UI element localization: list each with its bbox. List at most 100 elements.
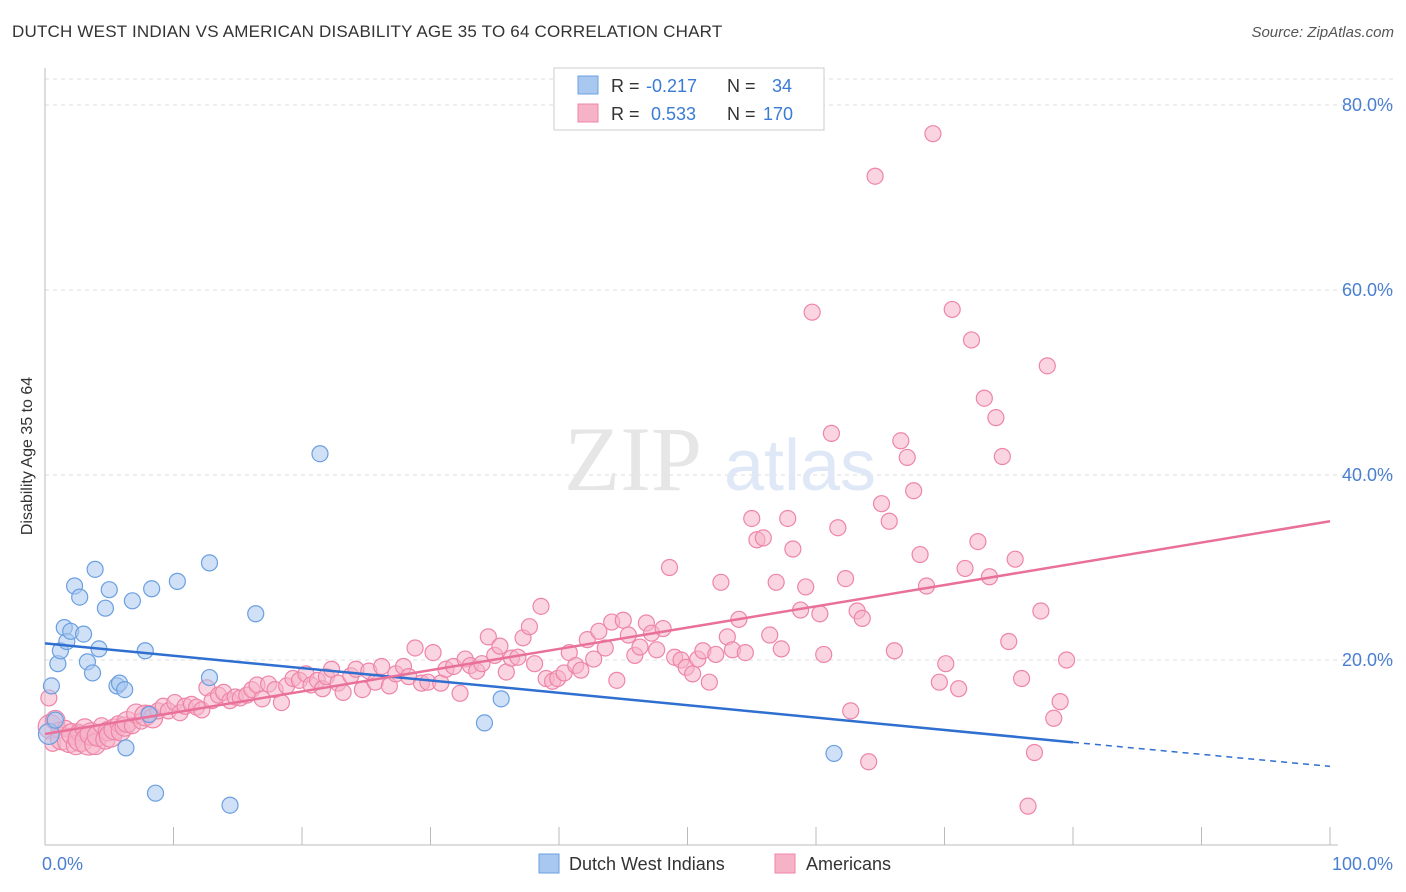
american-point: [754, 529, 772, 547]
american-point: [872, 495, 891, 513]
american-point: [969, 532, 987, 551]
american-point: [905, 482, 923, 500]
american-point: [424, 643, 442, 662]
r-value-pink: 0.533: [651, 104, 696, 124]
american-point: [1038, 357, 1056, 375]
american-point: [585, 650, 603, 668]
r-label-blue: R =: [611, 76, 640, 96]
n-label-pink: N =: [727, 104, 756, 124]
watermark-atlas: atlas: [724, 426, 876, 506]
r-value-blue: -0.217: [646, 76, 697, 96]
american-point: [532, 597, 550, 615]
dutch-west-indian-point: [100, 581, 118, 599]
n-value-pink: 170: [763, 104, 793, 124]
american-point: [684, 665, 702, 683]
dutch-west-indian-point: [200, 554, 219, 572]
american-point: [772, 640, 790, 658]
n-label-blue: N =: [727, 76, 756, 96]
american-point: [406, 639, 424, 657]
stats-legend-frame: [553, 67, 825, 131]
american-point: [767, 573, 785, 591]
y-tick-label: 40.0%: [1342, 465, 1393, 485]
dutch-west-indian-point: [42, 677, 61, 695]
american-point: [1000, 632, 1018, 651]
american-point: [924, 125, 942, 143]
bottom-legend-label-blue: Dutch West Indians: [569, 854, 725, 874]
american-point: [784, 540, 802, 558]
american-point: [836, 569, 855, 588]
dutch-west-indian-point: [200, 668, 219, 687]
american-point: [811, 605, 829, 623]
american-point: [987, 409, 1005, 427]
american-point: [451, 684, 469, 702]
american-point: [648, 641, 666, 659]
american-point: [736, 643, 754, 662]
american-point: [860, 753, 878, 771]
american-point: [950, 680, 968, 698]
legend-swatch-pink: [577, 103, 599, 123]
american-point: [898, 448, 916, 467]
american-point: [892, 432, 910, 450]
dutch-west-indian-point: [475, 714, 494, 732]
tick-labels: 20.0% 40.0% 60.0% 80.0% 0.0% 100.0%: [42, 95, 1393, 874]
dutch-west-indian-point: [143, 580, 161, 598]
dutch-west-indian-point: [117, 739, 135, 757]
dutch-west-indian-point: [74, 625, 93, 643]
bottom-legend-label-pink: Americans: [806, 854, 891, 874]
american-point: [1025, 743, 1044, 762]
dutch-west-indian-point: [86, 560, 104, 578]
american-point: [822, 424, 841, 442]
gridlines: [45, 78, 1395, 661]
trendline-blue-extension: [1072, 741, 1331, 768]
american-point: [993, 447, 1011, 466]
dutch-west-indians-points: [37, 445, 843, 814]
american-point: [525, 655, 544, 673]
american-point: [866, 167, 884, 185]
american-point: [743, 509, 761, 528]
american-point: [943, 300, 961, 319]
american-point: [779, 509, 797, 528]
american-point: [761, 626, 779, 644]
trendline-pink: [44, 520, 1331, 736]
american-point: [930, 673, 948, 691]
source-note: Source: ZipAtlas.com: [1251, 24, 1394, 41]
trendline-blue: [44, 642, 1074, 744]
trendlines: [44, 520, 1331, 768]
dutch-west-indian-point: [146, 784, 165, 802]
dutch-west-indian-point: [311, 445, 329, 463]
watermark-zip: ZIP: [564, 408, 702, 510]
american-point: [700, 673, 718, 691]
bottom-legend-swatch-blue: [538, 853, 560, 874]
dutch-west-indian-point: [46, 711, 64, 729]
american-point: [1045, 709, 1063, 727]
american-point: [911, 545, 929, 564]
americans-points: [37, 125, 1076, 815]
bottom-legend-swatch-pink: [774, 853, 796, 874]
american-point: [1051, 693, 1069, 711]
american-point: [1006, 550, 1024, 568]
american-point: [962, 331, 981, 349]
american-point: [937, 655, 955, 673]
american-point: [815, 645, 833, 664]
dutch-west-indian-point: [136, 642, 154, 660]
y-axis-label: Disability Age 35 to 64: [19, 377, 36, 535]
american-point: [885, 642, 903, 660]
american-point: [880, 512, 898, 530]
american-point: [707, 645, 725, 664]
y-tick-label: 60.0%: [1342, 280, 1393, 300]
american-point: [491, 637, 509, 655]
american-point: [660, 558, 679, 577]
american-point: [853, 609, 871, 627]
dutch-west-indian-point: [168, 572, 186, 590]
n-value-blue: 34: [772, 76, 792, 96]
stats-legend: R = -0.217 N = 34 R = 0.533 N = 170: [553, 67, 825, 131]
american-point: [1012, 669, 1031, 688]
american-point: [797, 578, 815, 596]
american-point: [975, 389, 993, 407]
dutch-west-indian-point: [221, 796, 239, 814]
american-point: [1032, 602, 1050, 620]
dutch-west-indian-point: [96, 599, 114, 617]
x-tick-label-start: 0.0%: [42, 854, 83, 874]
x-tick-label-end: 100.0%: [1332, 854, 1393, 874]
